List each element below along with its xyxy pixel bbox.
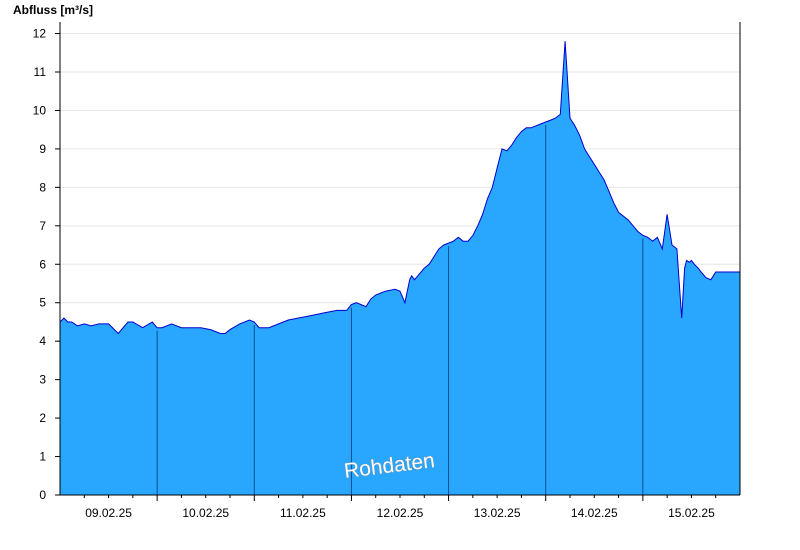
discharge-line <box>59 41 740 335</box>
y-tick-label: 4 <box>39 334 46 348</box>
x-tick-label: 15.02.25 <box>668 506 715 520</box>
y-tick-label: 10 <box>33 103 47 117</box>
y-tick-label: 8 <box>39 180 46 194</box>
discharge-area <box>60 41 740 495</box>
day-dividers <box>156 124 644 495</box>
y-tick-label: 9 <box>39 142 46 156</box>
y-tick-label: 1 <box>39 450 46 464</box>
x-tick-label: 12.02.25 <box>377 506 424 520</box>
x-tick-label: 10.02.25 <box>182 506 229 520</box>
y-tick-label: 3 <box>39 373 46 387</box>
y-tick-label: 12 <box>33 27 47 41</box>
plot-area <box>59 41 740 495</box>
y-axis-title: Abfluss [m³/s] <box>13 3 93 17</box>
y-tick-label: 6 <box>39 257 46 271</box>
y-tick-label: 5 <box>39 296 46 310</box>
y-tick-label: 0 <box>39 488 46 502</box>
x-tick-label: 14.02.25 <box>571 506 618 520</box>
y-tick-label: 7 <box>39 219 46 233</box>
x-tick-label: 11.02.25 <box>280 506 326 520</box>
x-tick-label: 13.02.25 <box>474 506 521 520</box>
y-tick-label: 11 <box>34 65 47 79</box>
x-tick-label: 09.02.25 <box>85 506 132 520</box>
y-tick-label: 2 <box>39 411 46 425</box>
